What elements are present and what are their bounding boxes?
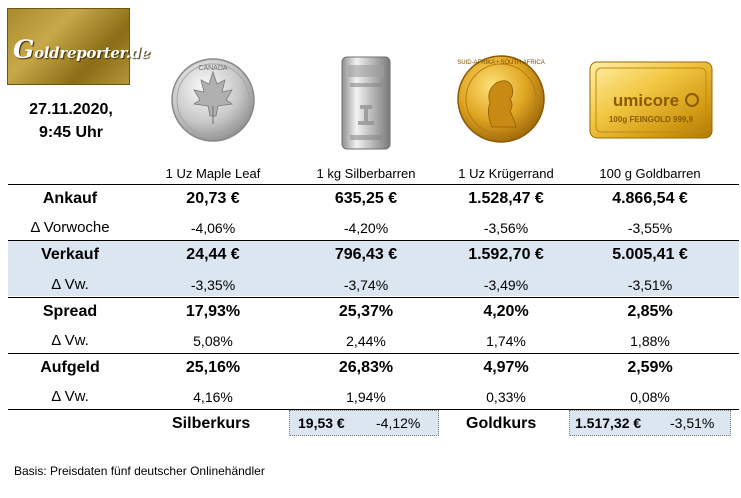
gold-krugerrand-coin-image: SUID-AFRIKA • SOUTH AFRICA xyxy=(457,55,545,143)
goldkurs-value: 1.517,32 € xyxy=(575,415,642,431)
divider xyxy=(8,184,739,185)
silberkurs-label: Silberkurs xyxy=(172,415,251,432)
coin-inscription: SUID-AFRIKA • SOUTH AFRICA xyxy=(457,60,544,66)
table-cell: 1.592,70 € xyxy=(468,246,544,263)
row-label-delta: Δ Vw. xyxy=(51,332,89,349)
date: 27.11.2020, xyxy=(29,101,113,118)
table-cell: 2,85% xyxy=(627,303,673,320)
table-cell: 2,59% xyxy=(627,359,673,376)
table-cell: 1,74% xyxy=(486,333,526,349)
divider xyxy=(8,353,739,354)
footer-note: Basis: Preisdaten fünf deutscher Onlineh… xyxy=(14,464,265,478)
coin-inscription: CANADA xyxy=(198,65,228,72)
table-cell: 0,33% xyxy=(486,389,526,405)
silberkurs-box: 19,53 € -4,12% xyxy=(289,410,439,436)
table-cell: 4.866,54 € xyxy=(612,190,688,207)
table-cell: 1.528,47 € xyxy=(468,190,544,207)
divider xyxy=(8,297,739,298)
divider xyxy=(8,240,739,241)
row-label-verkauf: Verkauf xyxy=(41,246,99,263)
silberkurs-value: 19,53 € xyxy=(298,415,345,431)
table-cell: 24,44 € xyxy=(186,246,240,263)
verkauf-band xyxy=(8,241,739,296)
table-cell: -3,51% xyxy=(627,277,673,293)
table-cell: 20,73 € xyxy=(186,190,240,207)
time: 9:45 Uhr xyxy=(38,124,104,141)
row-label-delta: Δ Vw. xyxy=(51,276,89,293)
table-cell: 2,44% xyxy=(346,333,386,349)
product-name-goldbar: 100 g Goldbarren xyxy=(599,166,701,181)
goldkurs-box: 1.517,32 € -3,51% xyxy=(569,410,731,436)
table-cell: -3,74% xyxy=(343,277,389,293)
table-cell: 635,25 € xyxy=(334,190,398,207)
silberkurs-change: -4,12% xyxy=(376,415,421,431)
goldkurs-change: -3,51% xyxy=(670,415,715,431)
table-cell: 25,37% xyxy=(338,303,394,320)
table-cell: 1,88% xyxy=(630,333,670,349)
silver-bar-image xyxy=(341,56,391,150)
row-label-aufgeld: Aufgeld xyxy=(40,359,100,376)
table-cell: -3,35% xyxy=(190,277,236,293)
table-cell: -3,49% xyxy=(483,277,529,293)
silver-maple-leaf-coin-image: CANADA xyxy=(171,58,255,142)
gold-bar-image: umicore 100g FEINGOLD 999,9 xyxy=(589,61,713,139)
goldkurs-label: Goldkurs xyxy=(466,415,537,432)
table-cell: 5.005,41 € xyxy=(612,246,688,263)
row-label-delta: Δ Vw. xyxy=(51,388,89,405)
divider xyxy=(8,409,739,410)
table-cell: -4,20% xyxy=(343,220,389,236)
row-label-spread: Spread xyxy=(42,303,98,320)
row-label-delta: Δ Vorwoche xyxy=(30,219,110,236)
table-cell: 4,20% xyxy=(483,303,529,320)
table-cell: 25,16% xyxy=(185,359,241,376)
goldreporter-logo[interactable]: Goldreporter.de xyxy=(7,8,150,85)
table-cell: 4,97% xyxy=(483,359,529,376)
product-name-maple: 1 Uz Maple Leaf xyxy=(165,166,261,181)
row-label-ankauf: Ankauf xyxy=(42,190,98,207)
table-cell: 26,83% xyxy=(338,359,394,376)
table-cell: -3,56% xyxy=(483,220,529,236)
table-cell: 1,94% xyxy=(346,389,386,405)
product-name-silverbar: 1 kg Silberbarren xyxy=(316,166,416,181)
table-cell: 4,16% xyxy=(193,389,233,405)
timestamp: 27.11.2020, 9:45 Uhr xyxy=(12,98,130,144)
bar-brand: umicore xyxy=(613,91,679,110)
table-cell: 5,08% xyxy=(193,333,233,349)
product-name-krugerrand: 1 Uz Krügerrand xyxy=(458,166,554,181)
table-cell: -3,55% xyxy=(627,220,673,236)
table-cell: -4,06% xyxy=(190,220,236,236)
bar-inscription: 100g FEINGOLD 999,9 xyxy=(609,115,694,124)
table-cell: 0,08% xyxy=(630,389,670,405)
table-cell: 17,93% xyxy=(185,303,241,320)
table-cell: 796,43 € xyxy=(334,246,398,263)
logo-text: Goldreporter.de xyxy=(13,35,151,64)
